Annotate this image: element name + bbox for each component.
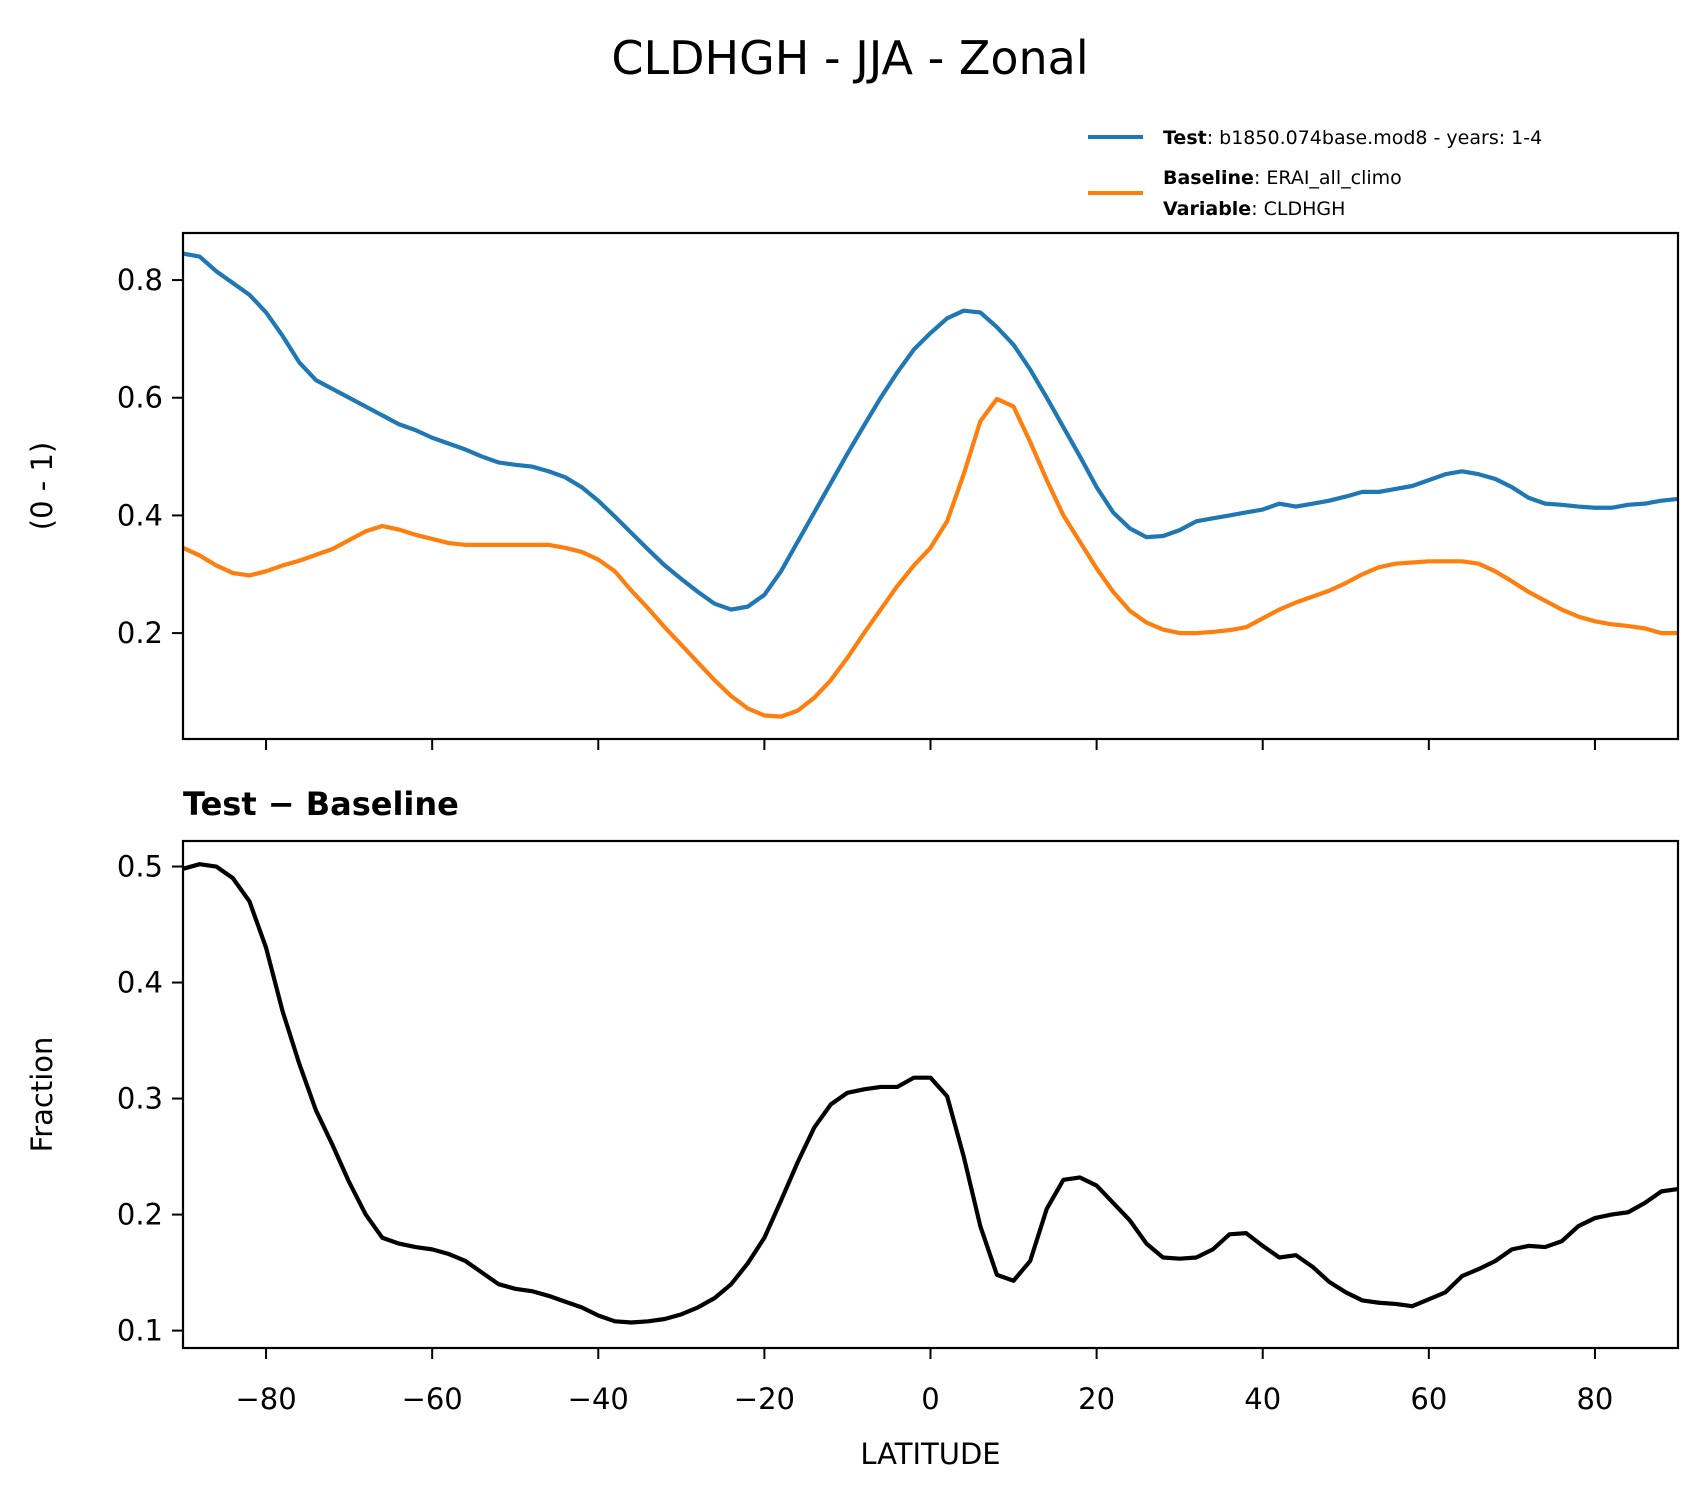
y-tick-label: 0.6 xyxy=(117,381,163,415)
legend-baseline-key: Baseline xyxy=(1163,167,1254,189)
legend-test-value: : b1850.074base.mod8 - years: 1-4 xyxy=(1207,127,1542,149)
legend-baseline-value: : ERAI_all_climo xyxy=(1254,167,1402,189)
series-line-baseline xyxy=(183,396,1678,719)
x-tick-label: 0 xyxy=(921,1382,939,1416)
legend-entry-baseline: Baseline: ERAI_all_climo xyxy=(1163,167,1402,189)
legend-test-key: Test xyxy=(1163,127,1207,149)
x-tick-label: 60 xyxy=(1410,1382,1447,1416)
x-tick-label: 80 xyxy=(1576,1382,1613,1416)
y-tick-label: 0.1 xyxy=(117,1314,163,1348)
legend-entry-test: Test: b1850.074base.mod8 - years: 1-4 xyxy=(1163,127,1542,149)
y-tick-label: 0.4 xyxy=(117,966,163,1000)
figure-title: CLDHGH - JJA - Zonal xyxy=(611,31,1088,85)
legend: Test: b1850.074base.mod8 - years: 1-4 Ba… xyxy=(1088,127,1542,220)
y-axis-label: (0 - 1) xyxy=(25,442,59,530)
y-tick-label: 0.2 xyxy=(117,1198,163,1232)
legend-entry-variable: Variable: CLDHGH xyxy=(1163,198,1345,220)
x-tick-label: −80 xyxy=(235,1382,296,1416)
y-tick-label: 0.4 xyxy=(117,498,163,532)
legend-variable-key: Variable xyxy=(1163,198,1251,220)
bottom-panel: 0.1 0.2 0.3 0.4 0.5 −80 −60 −40 −20 0 20 40 60 80 Frac… xyxy=(25,785,1680,1471)
x-tick-label: −20 xyxy=(734,1382,795,1416)
y-axis-label: Fraction xyxy=(25,1037,59,1153)
y-tick-label: 0.8 xyxy=(117,263,163,297)
y-tick-label: 0.3 xyxy=(117,1082,163,1116)
x-tick-label: 40 xyxy=(1244,1382,1281,1416)
x-tick-label: 20 xyxy=(1078,1382,1115,1416)
x-tick-label: −60 xyxy=(402,1382,463,1416)
panel-title: Test − Baseline xyxy=(183,785,459,823)
series-line-test xyxy=(183,251,1678,612)
x-tick-label: −40 xyxy=(568,1382,629,1416)
y-tick-label: 0.2 xyxy=(117,616,163,650)
top-panel: 0.2 0.4 0.6 0.8 (0 - 1) xyxy=(25,231,1680,750)
series-line-difference xyxy=(183,862,1678,1325)
legend-variable-value: : CLDHGH xyxy=(1251,198,1345,220)
x-axis-label: LATITUDE xyxy=(860,1437,1000,1471)
y-tick-label: 0.5 xyxy=(117,850,163,884)
